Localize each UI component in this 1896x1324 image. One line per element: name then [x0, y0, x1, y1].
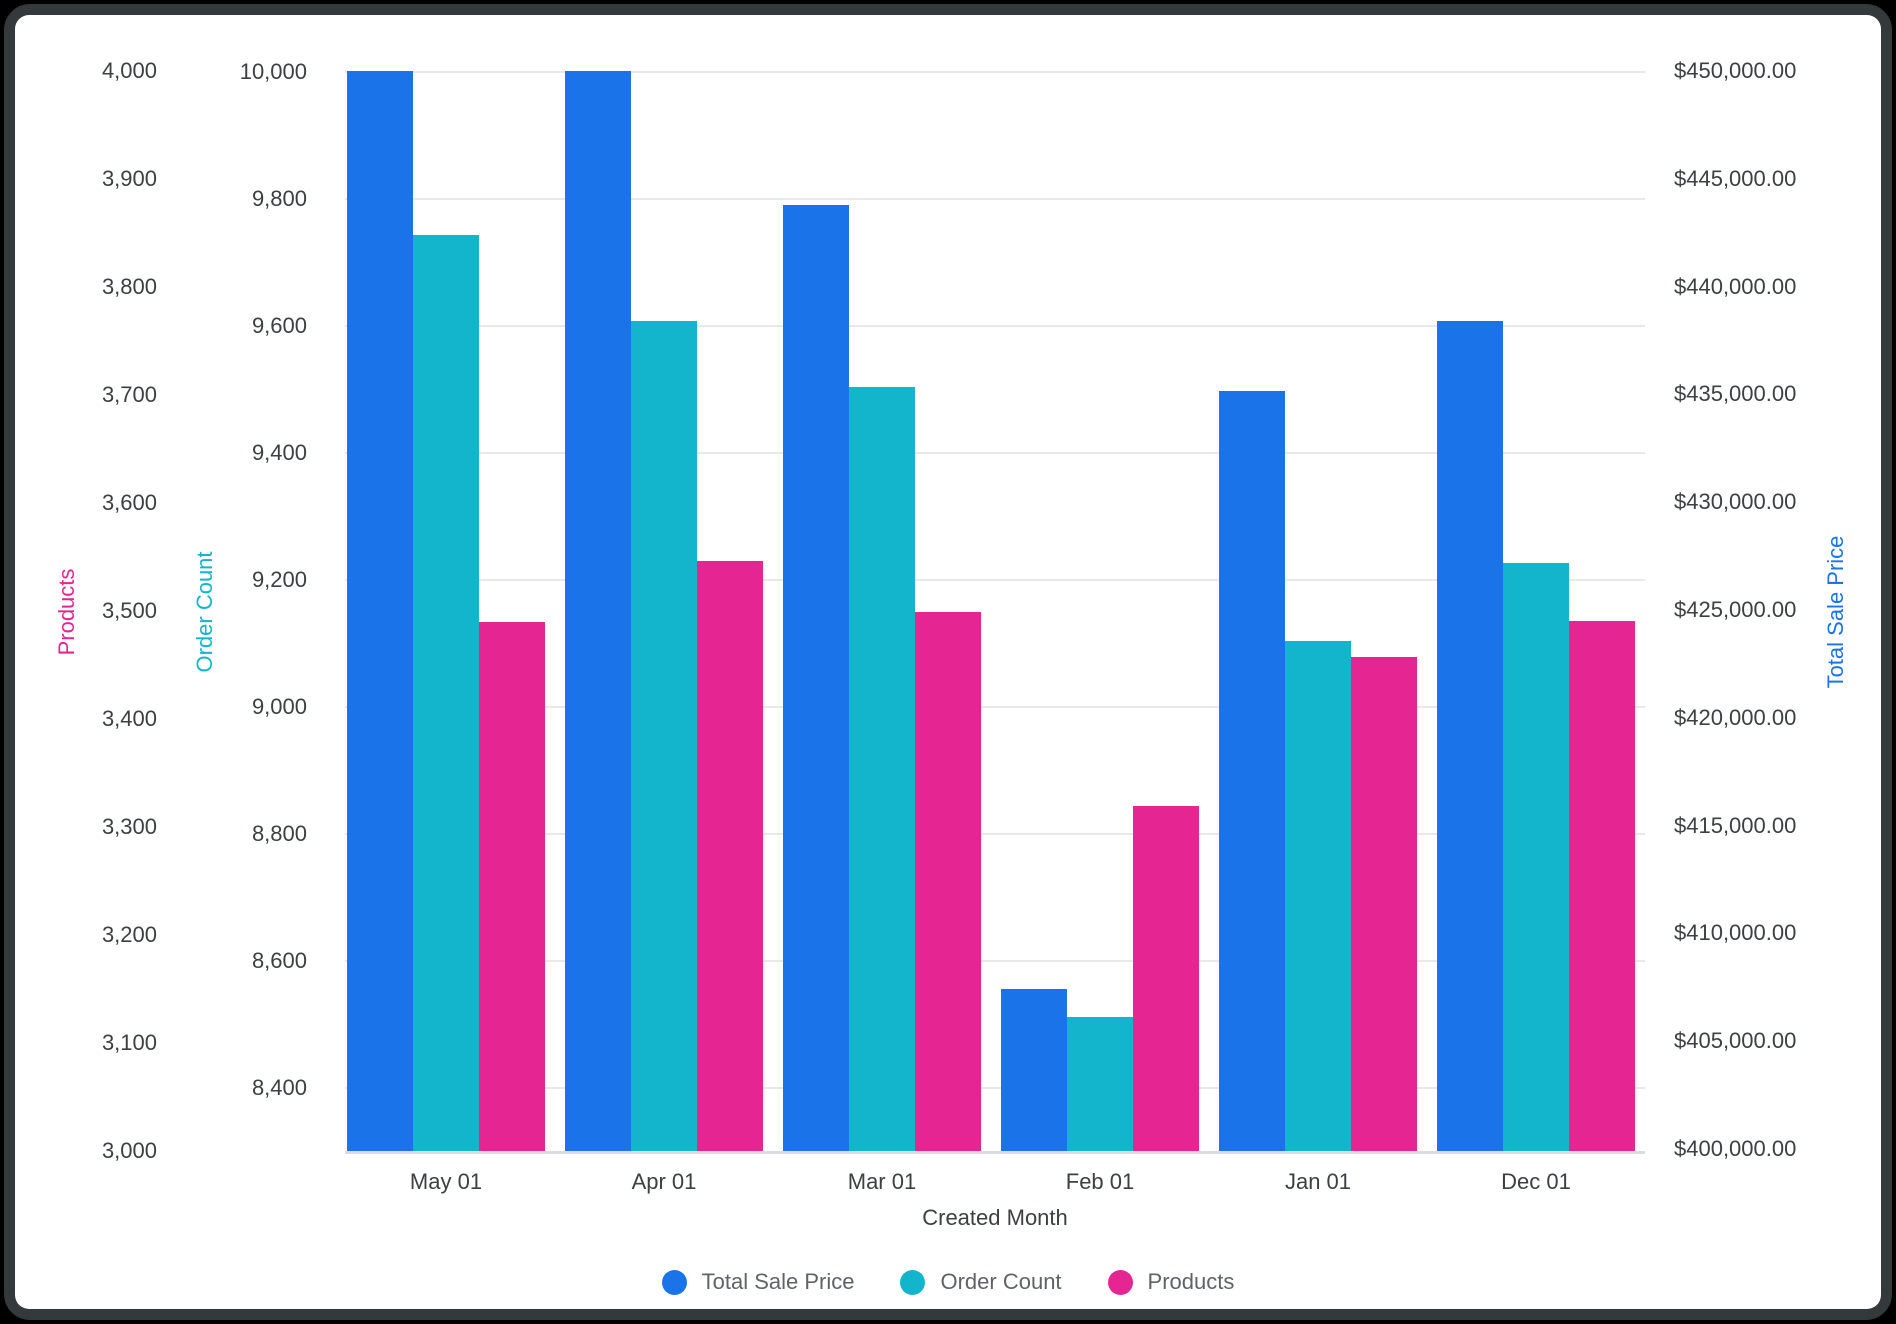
bar-order-count-may-01[interactable] — [413, 235, 479, 1151]
bar-order-count-mar-01[interactable] — [849, 386, 915, 1151]
products-tick-label: 3,500 — [101, 598, 157, 623]
window-frame: 4,000 3,900 3,800 3,700 3,600 3,500 3,400 3,300… — [4, 4, 1892, 1320]
gridline — [345, 325, 1645, 327]
x-axis-label-apr-01: Apr 01 — [631, 1169, 697, 1194]
bar-order-count-jan-01[interactable] — [1285, 640, 1351, 1151]
legend-swatch-order-count-icon — [900, 1269, 926, 1295]
legend-swatch-total-sale-price-icon — [661, 1269, 687, 1295]
order-tick-label: 9,400 — [251, 440, 307, 465]
bar-order-count-feb-01[interactable] — [1067, 1016, 1133, 1151]
price-tick-label: $445,000.00 — [1674, 166, 1797, 191]
x-axis-line — [345, 1151, 1645, 1154]
bar-total-sale-price-jan-01[interactable] — [1219, 391, 1285, 1151]
products-tick-label: 3,100 — [101, 1030, 157, 1055]
gridline — [345, 706, 1645, 708]
products-tick-label: 3,900 — [101, 166, 157, 191]
products-tick-label: 3,300 — [101, 814, 157, 839]
products-tick-label: 4,000 — [101, 58, 157, 83]
bar-total-sale-price-apr-01[interactable] — [565, 71, 631, 1151]
price-tick-label: $450,000.00 — [1674, 58, 1797, 83]
products-tick-label: 3,400 — [101, 706, 157, 731]
order-tick-label: 10,000 — [239, 59, 307, 84]
price-tick-label: $400,000.00 — [1674, 1136, 1797, 1161]
gridline — [345, 579, 1645, 581]
price-tick-label: $425,000.00 — [1674, 597, 1797, 622]
order-tick-label: 8,800 — [251, 821, 307, 846]
price-tick-label: $435,000.00 — [1674, 381, 1797, 406]
products-tick-label: 3,600 — [101, 490, 157, 515]
gridline — [345, 452, 1645, 454]
legend-label-products: Products — [1147, 1269, 1235, 1294]
order-count-axis-title: Order Count — [192, 550, 217, 673]
order-tick-label: 9,200 — [251, 567, 307, 592]
price-tick-label: $410,000.00 — [1674, 920, 1797, 945]
order-tick-label: 8,400 — [251, 1075, 307, 1100]
bar-total-sale-price-mar-01[interactable] — [783, 204, 849, 1151]
gridline — [345, 833, 1645, 835]
bar-products-feb-01[interactable] — [1133, 806, 1199, 1151]
bar-products-dec-01[interactable] — [1569, 620, 1635, 1151]
products-axis-title: Products — [54, 568, 79, 655]
order-tick-label: 9,800 — [251, 186, 307, 211]
chart-card: 4,000 3,900 3,800 3,700 3,600 3,500 3,400 3,300… — [15, 15, 1881, 1309]
x-axis-label-mar-01: Mar 01 — [847, 1169, 917, 1194]
bar-order-count-apr-01[interactable] — [631, 320, 697, 1151]
price-tick-label: $405,000.00 — [1674, 1028, 1797, 1053]
gridline — [345, 1087, 1645, 1089]
bar-products-may-01[interactable] — [479, 621, 545, 1151]
products-tick-label: 3,800 — [101, 274, 157, 299]
legend-item-total-sale-price[interactable]: Total Sale Price — [661, 1269, 855, 1295]
bar-products-jan-01[interactable] — [1351, 657, 1417, 1151]
legend-item-order-count[interactable]: Order Count — [900, 1269, 1062, 1295]
legend-label-order-count: Order Count — [940, 1269, 1062, 1294]
legend-swatch-products-icon — [1107, 1269, 1133, 1295]
price-tick-label: $430,000.00 — [1674, 489, 1797, 514]
legend-label-total-sale-price: Total Sale Price — [701, 1269, 855, 1294]
bar-order-count-dec-01[interactable] — [1503, 562, 1569, 1151]
gridline — [345, 960, 1645, 962]
products-tick-label: 3,000 — [101, 1138, 157, 1163]
x-axis-label-may-01: May 01 — [409, 1169, 483, 1194]
x-axis-label-dec-01: Dec 01 — [1501, 1169, 1571, 1194]
bar-products-mar-01[interactable] — [915, 612, 981, 1151]
order-tick-label: 9,600 — [251, 313, 307, 338]
legend-item-products[interactable]: Products — [1107, 1269, 1235, 1295]
price-tick-label: $415,000.00 — [1674, 813, 1797, 838]
bar-total-sale-price-feb-01[interactable] — [1001, 989, 1067, 1151]
price-tick-label: $440,000.00 — [1674, 274, 1797, 299]
x-axis-label-jan-01: Jan 01 — [1284, 1169, 1352, 1194]
bar-total-sale-price-dec-01[interactable] — [1437, 321, 1503, 1151]
gridline — [345, 71, 1645, 73]
bar-total-sale-price-may-01[interactable] — [347, 71, 413, 1151]
x-axis-title: Created Month — [922, 1205, 1068, 1230]
legend: Total Sale Price Order Count Products — [15, 1269, 1881, 1295]
price-tick-label: $420,000.00 — [1674, 705, 1797, 730]
order-tick-label: 8,600 — [251, 948, 307, 973]
products-tick-label: 3,200 — [101, 922, 157, 947]
gridline — [345, 198, 1645, 200]
bar-products-apr-01[interactable] — [697, 561, 763, 1151]
x-axis-label-feb-01: Feb 01 — [1065, 1169, 1135, 1194]
total-sale-price-axis-title: Total Sale Price — [1823, 535, 1848, 688]
products-tick-label: 3,700 — [101, 382, 157, 407]
order-tick-label: 9,000 — [251, 694, 307, 719]
